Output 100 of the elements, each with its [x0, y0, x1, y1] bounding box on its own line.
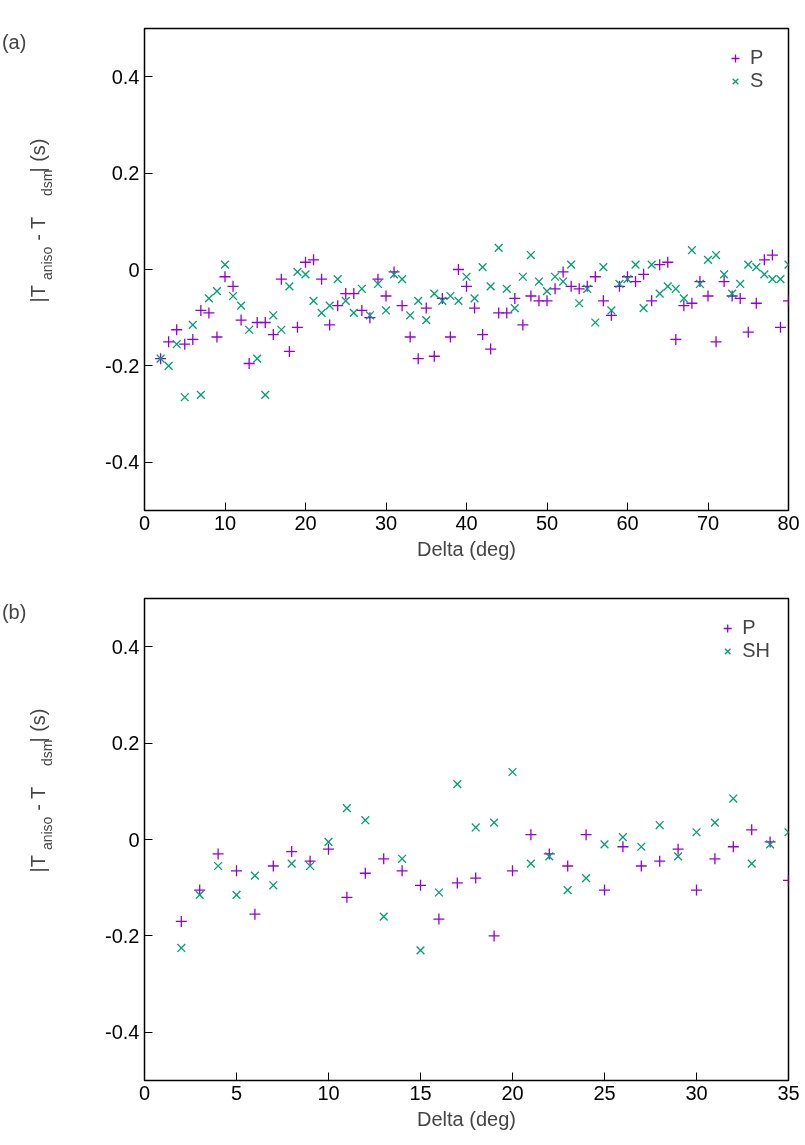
point: [340, 891, 354, 904]
y-tick-label: 0: [128, 828, 140, 851]
point: [432, 912, 446, 926]
point: [471, 822, 481, 832]
point: [397, 854, 407, 864]
point: [305, 861, 315, 871]
legend-label: S: [750, 69, 765, 92]
point: [599, 839, 610, 849]
point: [322, 842, 335, 856]
point: [250, 871, 260, 881]
point: [360, 815, 370, 825]
text: (b): [1, 600, 27, 623]
y-tick-label: 0.4: [111, 65, 140, 88]
point: [543, 847, 556, 861]
point: [636, 842, 646, 852]
x-tick-label: 5: [230, 1081, 243, 1104]
point: [395, 864, 409, 877]
legend-label: SH: [742, 639, 770, 662]
point: [544, 851, 554, 861]
x-tick-label: 40: [455, 511, 478, 534]
point: [434, 887, 444, 898]
text: (a): [1, 30, 27, 53]
point: [213, 861, 223, 871]
point: [359, 867, 372, 880]
y-tick-label: 0.2: [111, 732, 140, 755]
point: [176, 943, 186, 953]
point: [379, 912, 389, 922]
point: [671, 842, 685, 856]
y-tick-label: -0.4: [105, 1021, 140, 1044]
point: [230, 864, 243, 877]
point: [268, 880, 278, 890]
point: [211, 847, 225, 861]
point: [727, 840, 740, 853]
x-axis-title: Delta (deg): [417, 1107, 516, 1130]
point: [469, 871, 482, 885]
point: [653, 855, 666, 868]
x-tick-label: 80: [777, 511, 800, 534]
x-tick-label: 20: [294, 511, 317, 534]
x-tick-label: 30: [374, 511, 398, 534]
point: [524, 828, 538, 841]
legend-label: P: [742, 616, 757, 639]
point: [618, 832, 628, 842]
point: [506, 864, 519, 877]
point: [323, 837, 334, 847]
x-tick-label: 10: [317, 1081, 340, 1104]
x-axis-title: Delta (deg): [417, 537, 516, 560]
x-tick-label: 30: [685, 1081, 708, 1104]
y-tick-label: -0.2: [105, 354, 140, 377]
x-tick-label: 25: [593, 1081, 616, 1104]
y-axis-title: |Taniso - Tdsm| (s): [26, 708, 55, 873]
point: [763, 835, 777, 849]
y-axis-title: |Taniso - Tdsm| (s): [26, 138, 55, 303]
x-tick-label: 15: [409, 1081, 432, 1104]
point: [195, 890, 205, 900]
point: [526, 859, 536, 869]
x-tick-label: 60: [616, 511, 639, 534]
point: [267, 859, 280, 873]
point: [415, 945, 426, 955]
point: [581, 873, 591, 883]
point: [728, 793, 738, 804]
point: [708, 852, 722, 865]
point: [248, 908, 262, 921]
point: [452, 779, 462, 789]
y-tick-label: 0: [128, 258, 140, 281]
point: [561, 859, 574, 873]
x-tick-label: 35: [777, 1081, 800, 1104]
point: [507, 767, 518, 777]
point: [342, 803, 352, 813]
point: [489, 818, 499, 828]
point: [414, 879, 427, 892]
point: [598, 883, 611, 897]
point: [691, 827, 702, 837]
point: [303, 855, 317, 868]
point: [285, 845, 298, 858]
point: [616, 840, 630, 853]
point: [193, 883, 206, 897]
y-tick-label: 0.2: [111, 162, 140, 185]
x-tick-label: 20: [501, 1081, 524, 1104]
point: [175, 915, 188, 928]
point: [745, 823, 758, 837]
point: [377, 852, 390, 865]
point: [655, 820, 665, 830]
point: [487, 929, 501, 943]
legend-label: P: [750, 46, 765, 69]
x-tick-label: 70: [696, 511, 720, 534]
point: [231, 890, 242, 900]
point: [451, 876, 464, 890]
point: [579, 828, 593, 841]
x-tick-label: 10: [213, 511, 237, 534]
point: [635, 859, 648, 873]
y-tick-label: -0.4: [105, 451, 140, 474]
point: [690, 883, 703, 897]
point: [287, 859, 297, 869]
y-tick-label: -0.2: [105, 924, 140, 947]
y-tick-label: 0.4: [111, 635, 140, 658]
point: [563, 885, 573, 895]
point: [710, 818, 720, 828]
point: [765, 839, 775, 849]
point: [747, 859, 757, 869]
point: [673, 851, 683, 861]
